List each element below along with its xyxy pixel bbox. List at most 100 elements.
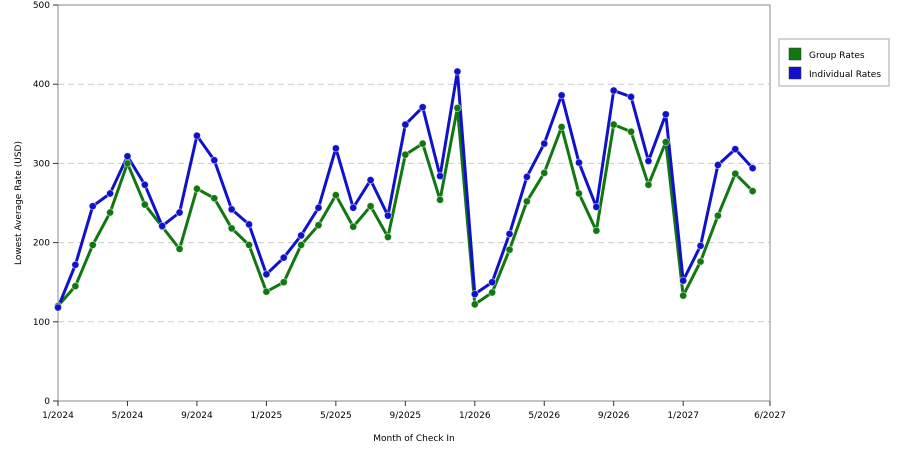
x-tick-label: 9/2026 [598,411,630,421]
data-point-individual-rates [713,160,722,169]
data-point-individual-rates [592,202,601,211]
x-tick-label: 1/2025 [251,411,283,421]
data-point-individual-rates [557,91,566,100]
data-point-group-rates [557,122,566,131]
x-axis-title: Month of Check In [373,434,455,444]
y-tick-label: 0 [44,397,50,407]
data-point-group-rates [540,168,549,177]
data-point-group-rates [453,103,462,112]
x-tick-label: 1/2026 [459,411,491,421]
data-point-group-rates [488,288,497,297]
x-axis: 1/2024 5/2024 9/2024 1/2025 5/2025 9/2025 1/20… [42,401,786,421]
y-tick-label: 500 [33,1,50,11]
y-tick-label: 100 [33,318,50,328]
data-point-individual-rates [522,172,531,181]
data-point-group-rates [470,300,479,309]
data-point-group-rates [314,221,323,230]
data-point-group-rates [609,120,618,129]
data-point-group-rates [574,189,583,198]
data-point-individual-rates [731,145,740,154]
data-point-group-rates [418,139,427,148]
legend-swatch-group-rates [788,47,802,61]
data-point-individual-rates [366,176,375,185]
x-tick-label: 5/2026 [528,411,560,421]
y-tick-label: 300 [33,159,50,169]
data-point-individual-rates [349,203,358,212]
data-point-group-rates [210,194,219,203]
data-point-individual-rates [540,139,549,148]
data-point-group-rates [644,180,653,189]
series-layer [54,67,757,312]
data-point-individual-rates [227,205,236,214]
data-point-group-rates [401,150,410,159]
data-point-group-rates [71,282,80,291]
plot-frame [57,4,771,402]
data-point-group-rates [383,233,392,242]
data-point-group-rates [88,240,97,249]
data-point-individual-rates [505,229,514,238]
data-point-individual-rates [314,203,323,212]
data-point-individual-rates [140,180,149,189]
x-tick-label: 6/2027 [754,411,786,421]
data-point-group-rates [713,211,722,220]
x-tick-label: 5/2024 [112,411,144,421]
data-point-individual-rates [679,276,688,285]
data-point-individual-rates [453,67,462,76]
legend-swatch-individual-rates [788,66,802,80]
data-point-group-rates [366,202,375,211]
data-point-individual-rates [609,86,618,95]
data-point-individual-rates [262,270,271,279]
data-point-group-rates [436,195,445,204]
data-point-individual-rates [245,220,254,229]
data-point-individual-rates [279,253,288,262]
data-point-group-rates [696,257,705,266]
legend: Group Rates Individual Rates [778,38,890,87]
data-point-individual-rates [210,156,219,165]
x-tick-label: 1/2024 [42,411,74,421]
data-point-individual-rates [696,241,705,250]
data-point-individual-rates [574,158,583,167]
data-point-individual-rates [661,110,670,119]
data-point-individual-rates [748,164,757,173]
y-axis-title: Lowest Average Rate (USD) [14,141,24,265]
data-point-individual-rates [71,260,80,269]
data-point-individual-rates [175,208,184,217]
data-point-individual-rates [88,202,97,211]
data-point-individual-rates [418,103,427,112]
data-point-group-rates [522,197,531,206]
data-point-group-rates [227,224,236,233]
data-point-group-rates [297,240,306,249]
series-line-individual-rates [56,70,754,309]
data-point-group-rates [331,191,340,200]
data-point-individual-rates [470,290,479,299]
data-point-group-rates [592,226,601,235]
data-point-individual-rates [54,303,63,312]
y-tick-label: 200 [33,239,50,249]
data-point-group-rates [731,169,740,178]
data-point-individual-rates [401,120,410,129]
data-point-group-rates [192,184,201,193]
data-point-group-rates [627,127,636,136]
x-tick-label: 9/2025 [389,411,421,421]
data-point-individual-rates [436,172,445,181]
x-tick-label: 9/2024 [181,411,213,421]
data-point-group-rates [175,244,184,253]
data-point-group-rates [279,278,288,287]
data-point-individual-rates [192,131,201,140]
data-point-group-rates [505,245,514,254]
data-point-group-rates [661,138,670,147]
y-tick-label: 400 [33,80,50,90]
data-point-individual-rates [383,211,392,220]
data-point-group-rates [262,287,271,296]
data-point-individual-rates [297,231,306,240]
series-line-group-rates [56,106,754,307]
data-point-individual-rates [106,189,115,198]
data-point-group-rates [140,200,149,209]
data-point-individual-rates [158,221,167,230]
data-point-group-rates [748,187,757,196]
data-point-individual-rates [123,152,132,161]
data-point-group-rates [106,208,115,217]
data-point-group-rates [349,222,358,231]
legend-label-group-rates: Group Rates [809,51,865,61]
